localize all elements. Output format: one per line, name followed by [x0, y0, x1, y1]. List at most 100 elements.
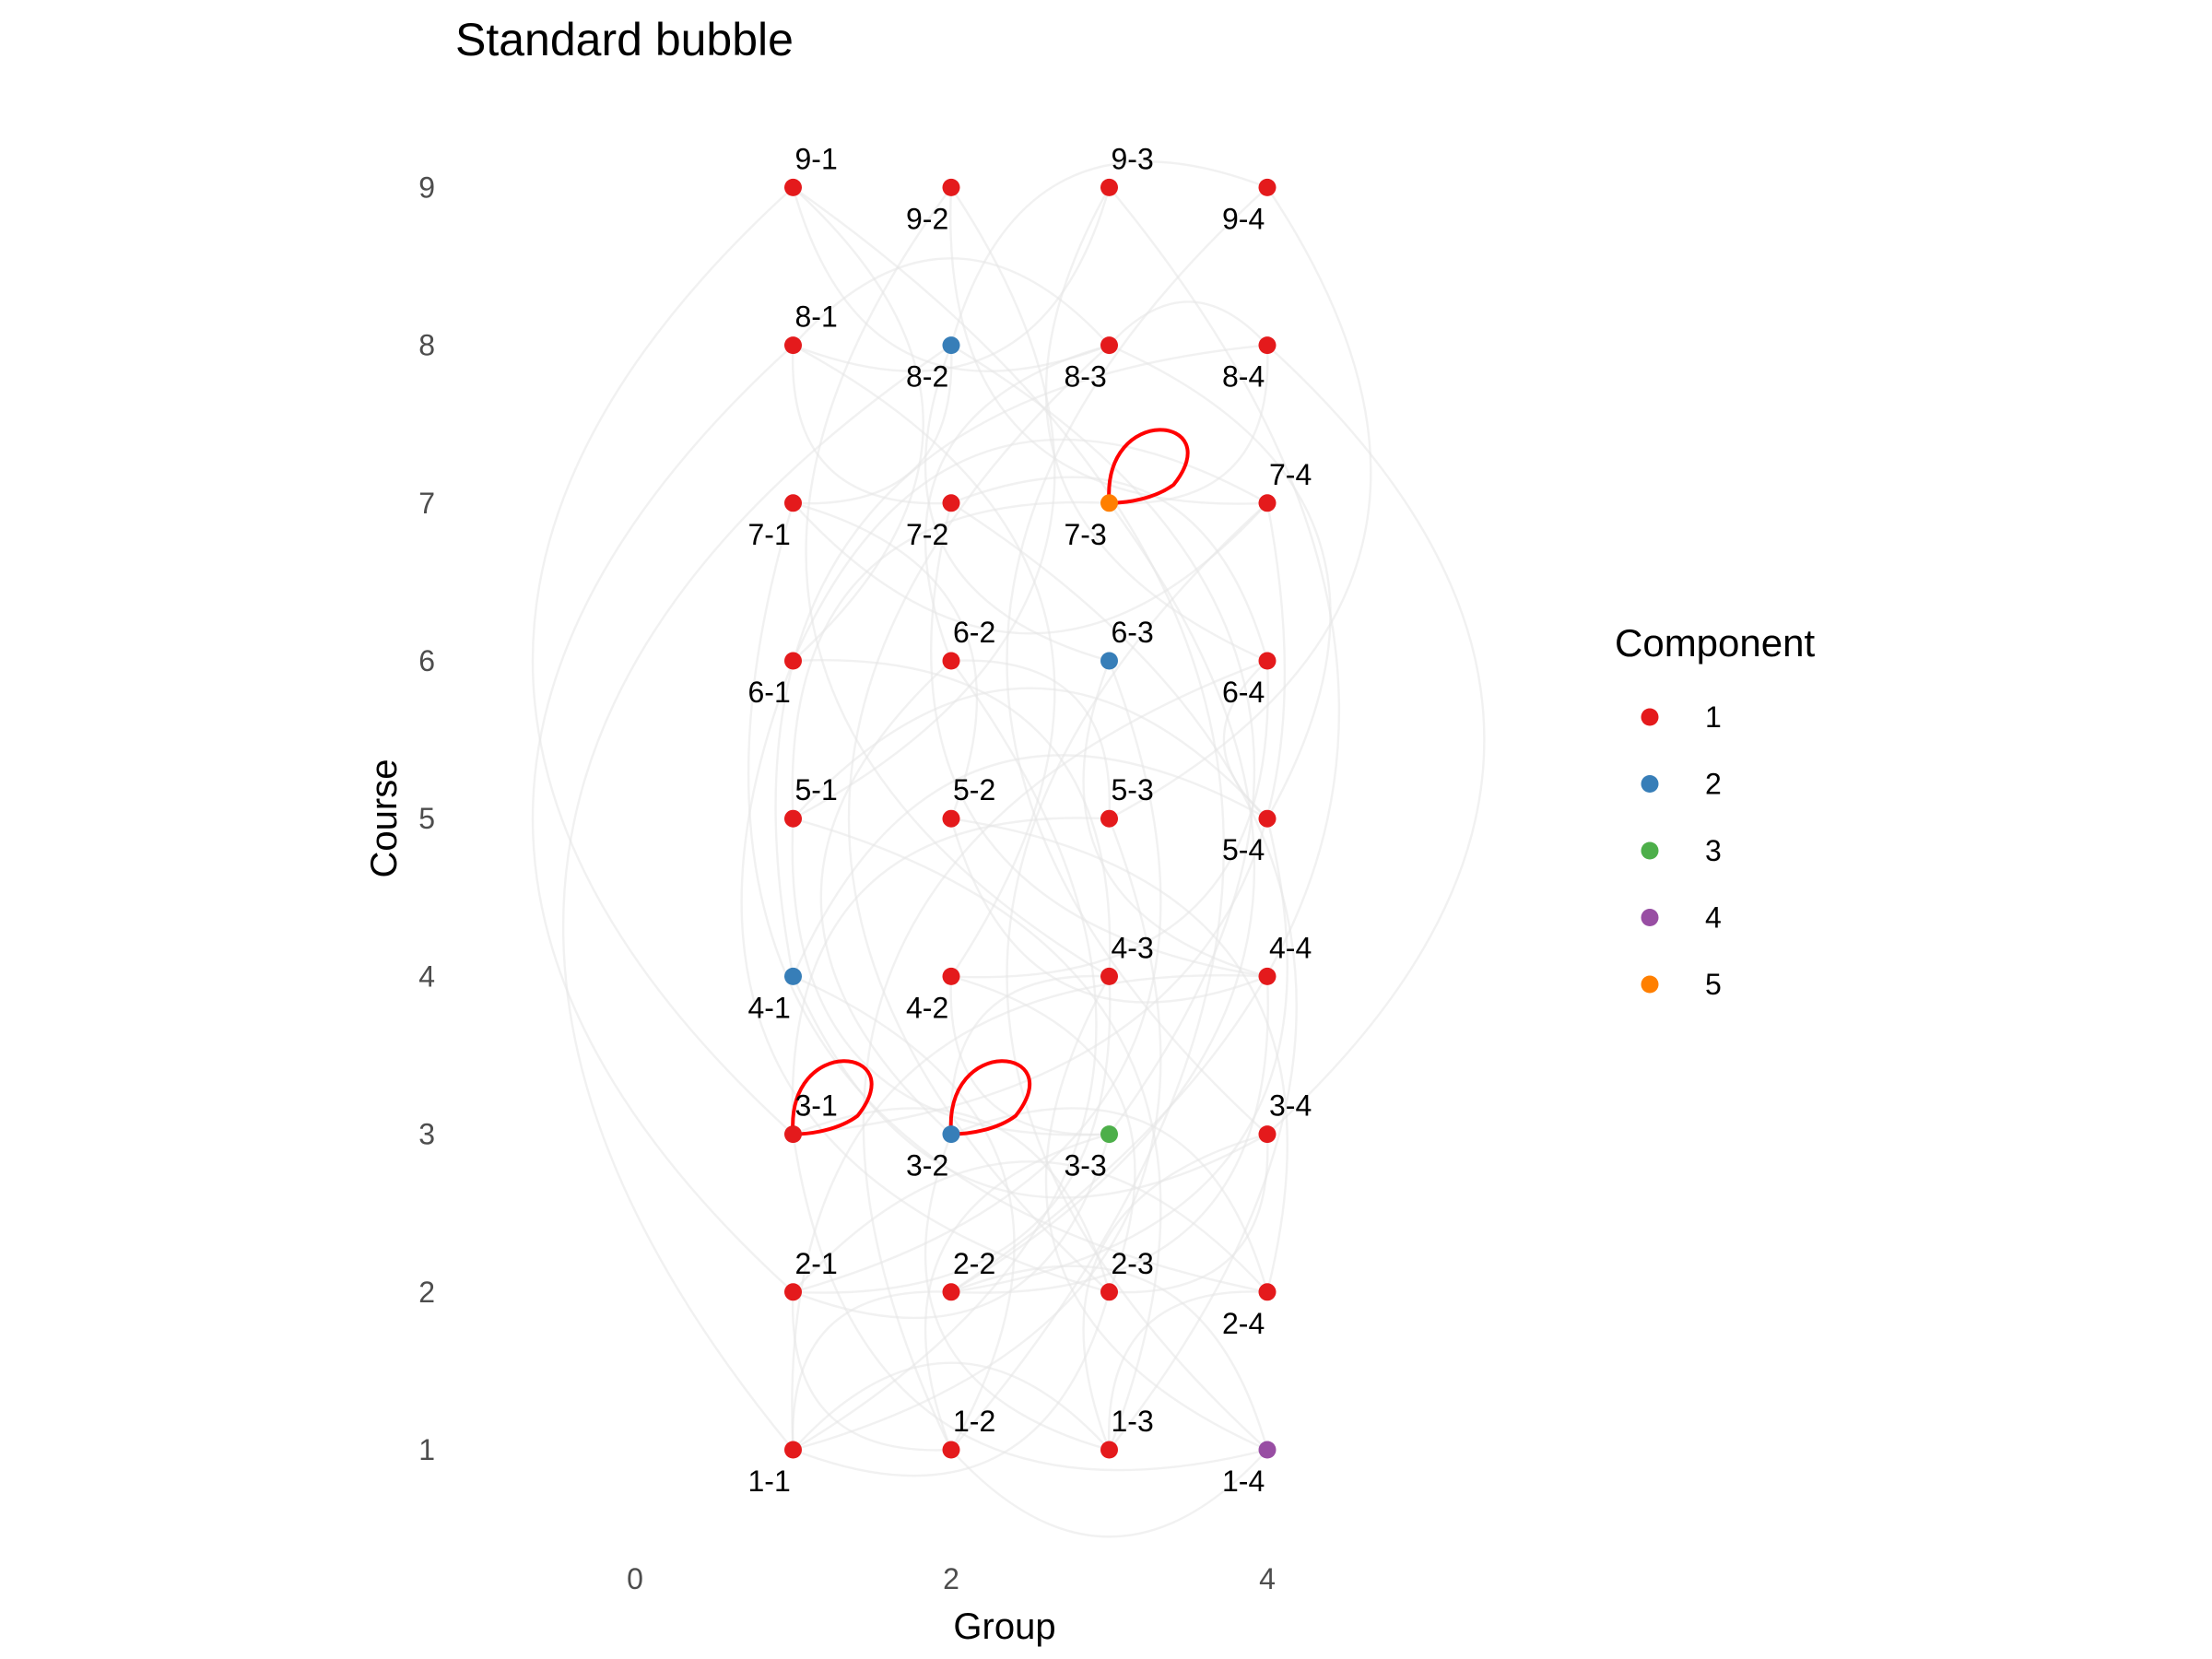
- edge: [1109, 344, 1332, 819]
- node-point: [1100, 494, 1118, 512]
- node-point: [784, 1441, 802, 1459]
- edge: [793, 659, 1112, 977]
- node-point: [784, 178, 802, 196]
- legend-key: [1641, 708, 1659, 726]
- edge: [1108, 300, 1268, 347]
- node-label: 3-3: [1065, 1149, 1107, 1182]
- edge: [793, 976, 1112, 1294]
- edge: [950, 975, 1136, 1293]
- edge: [924, 344, 1110, 662]
- legend-label: 2: [1705, 768, 1722, 801]
- x-tick-label: 2: [943, 1562, 959, 1595]
- node-point: [942, 1283, 960, 1301]
- node-label: 1-4: [1222, 1465, 1265, 1498]
- chart-title: Standard bubble: [455, 14, 794, 65]
- y-tick-label: 3: [418, 1118, 435, 1151]
- edge: [950, 1265, 1269, 1451]
- edge: [774, 344, 1268, 977]
- node-label: 7-1: [748, 518, 791, 551]
- edge: [791, 345, 952, 505]
- node-label: 4-3: [1112, 931, 1154, 964]
- node-point: [1258, 1125, 1277, 1144]
- edge: [792, 1160, 1268, 1293]
- node-label: 2-1: [795, 1247, 838, 1280]
- x-axis-ticks: 0 2 4: [627, 1562, 1276, 1595]
- legend-title: Component: [1615, 621, 1815, 665]
- node-point: [1258, 336, 1277, 355]
- edge: [792, 186, 1225, 1451]
- edge: [792, 186, 1056, 820]
- edge: [793, 187, 1111, 372]
- node-point: [942, 1125, 960, 1144]
- edge: [949, 818, 1268, 1004]
- node-label: 4-4: [1269, 931, 1312, 964]
- edge: [950, 501, 1298, 1451]
- node-label: 2-3: [1112, 1247, 1154, 1280]
- edge: [793, 501, 979, 819]
- node-label: 9-2: [906, 202, 948, 235]
- node-label: 8-4: [1222, 360, 1265, 394]
- node-label: 5-1: [795, 773, 838, 806]
- edge: [1108, 186, 1372, 820]
- x-tick-label: 4: [1259, 1562, 1276, 1595]
- edge: [862, 659, 1268, 1451]
- node-label: 9-1: [795, 142, 838, 175]
- node-point: [1100, 1441, 1118, 1459]
- legend-label: 5: [1705, 968, 1722, 1001]
- node-label: 6-4: [1222, 676, 1265, 709]
- node-label: 6-2: [953, 616, 995, 649]
- edge: [950, 818, 1288, 1293]
- node-label: 5-3: [1112, 773, 1154, 806]
- node-label: 3-1: [795, 1089, 838, 1123]
- edge: [791, 818, 1110, 1136]
- legend-key: [1641, 975, 1659, 994]
- edge: [1082, 660, 1268, 978]
- edge: [924, 1134, 1110, 1452]
- legend-key: [1641, 909, 1659, 926]
- edge: [792, 344, 1056, 978]
- edge: [950, 186, 1341, 1293]
- edge: [949, 160, 1268, 346]
- node-point: [784, 652, 802, 670]
- node-point: [1100, 1283, 1118, 1301]
- node-point: [942, 494, 960, 512]
- edge: [950, 660, 1269, 979]
- edge: [950, 976, 1269, 1294]
- node-point: [1100, 336, 1118, 355]
- y-tick-label: 8: [418, 329, 435, 362]
- edge: [1107, 1290, 1268, 1451]
- edge: [532, 344, 794, 1293]
- y-tick-label: 5: [418, 802, 435, 835]
- node-point: [1100, 809, 1118, 828]
- y-tick-label: 2: [418, 1276, 435, 1309]
- edge: [805, 186, 1111, 978]
- node-label: 8-2: [906, 360, 948, 394]
- edge: [793, 502, 1287, 1135]
- edge: [532, 186, 794, 1135]
- node-point: [942, 1441, 960, 1459]
- y-axis-ticks: 1 2 3 4 5 6 7 8 9: [418, 171, 435, 1466]
- edge: [792, 187, 1110, 372]
- node-point: [1100, 178, 1118, 196]
- node-point: [942, 967, 960, 985]
- node-point: [942, 336, 960, 355]
- legend-label: 4: [1705, 901, 1722, 935]
- node-label: 7-2: [906, 518, 948, 551]
- edge: [1044, 975, 1268, 1452]
- y-tick-label: 9: [418, 171, 435, 204]
- node-point: [784, 809, 802, 828]
- edge: [924, 345, 1110, 663]
- node-label: 7-4: [1269, 458, 1312, 491]
- legend-key: [1641, 775, 1659, 793]
- node-point: [1100, 967, 1118, 985]
- node-point: [1258, 809, 1277, 828]
- node-label: 6-1: [748, 676, 791, 709]
- edge: [793, 818, 1162, 1452]
- node-label: 1-2: [953, 1405, 995, 1438]
- y-tick-label: 4: [418, 959, 435, 993]
- node-point: [784, 967, 802, 985]
- node-label: 1-1: [748, 1465, 791, 1498]
- self-loop-layer: [791, 428, 1190, 1136]
- edge-layer: [532, 160, 1486, 1538]
- edge: [792, 257, 1111, 347]
